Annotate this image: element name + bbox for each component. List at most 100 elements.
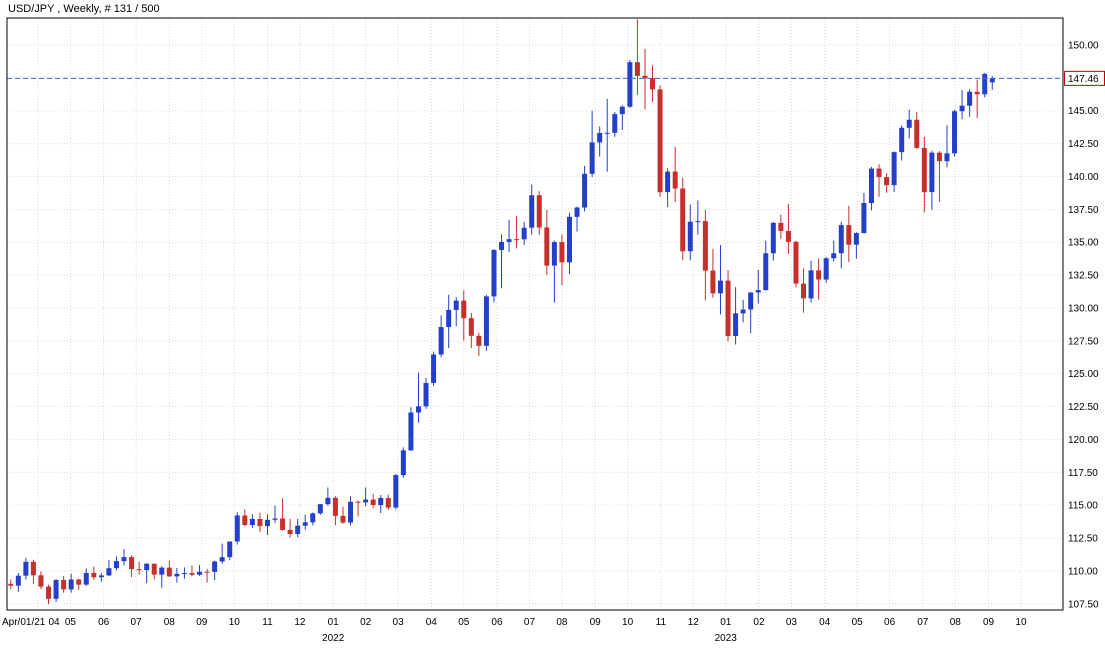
candle-body: [159, 567, 165, 575]
y-axis-label: 122.50: [1068, 402, 1099, 413]
candle-body: [15, 575, 21, 586]
x-axis-month-label: 04: [819, 617, 831, 628]
x-axis-month-label: 03: [393, 617, 405, 628]
candle-body: [514, 239, 520, 241]
candle-body: [755, 290, 761, 293]
x-axis-month-label: 09: [196, 617, 208, 628]
candle-body: [680, 188, 686, 252]
candle-body: [566, 216, 572, 263]
candle-body: [914, 119, 920, 148]
candle-body: [461, 300, 467, 319]
candle-body: [204, 571, 210, 573]
x-axis-month-label: 02: [360, 617, 372, 628]
candle-body: [778, 222, 784, 232]
candle-body: [476, 335, 482, 346]
candle-body: [952, 111, 958, 154]
x-axis-month-label: 04: [48, 617, 60, 628]
candle-body: [838, 225, 844, 254]
candle-body: [801, 283, 807, 299]
x-axis: Apr/01/21 04 05 06 07 08 09 10 11 12 01 02 03 04 05 06 0…: [2, 617, 1027, 644]
candle-body: [144, 563, 150, 571]
x-axis-month-label: 03: [786, 617, 798, 628]
x-axis-month-label: 05: [458, 617, 470, 628]
candle-body: [378, 497, 384, 506]
candle-body: [272, 518, 278, 520]
candle-body: [959, 105, 965, 112]
candle-body: [808, 270, 814, 299]
candle-body: [544, 227, 550, 266]
candle-body: [76, 579, 82, 585]
candle-body: [521, 227, 527, 240]
y-axis-label: 135.00: [1068, 238, 1099, 249]
candle-body: [582, 173, 588, 208]
x-axis-month-label: 02: [753, 617, 765, 628]
x-axis-month-label: 12: [294, 617, 306, 628]
candle-body: [30, 561, 36, 576]
candle-body: [989, 78, 995, 83]
candle-body: [899, 127, 905, 153]
x-axis-month-label: 01: [328, 617, 340, 628]
x-axis-month-label: 06: [98, 617, 110, 628]
candle-body: [627, 62, 633, 107]
candle-body: [257, 519, 263, 527]
y-axis-label: 112.50: [1068, 534, 1098, 545]
candle-body: [642, 75, 648, 79]
candle-body: [944, 153, 950, 162]
x-axis-month-label: 04: [426, 617, 438, 628]
x-axis-month-label: 06: [491, 617, 503, 628]
candle-body: [68, 579, 74, 590]
candle-body: [136, 569, 142, 571]
x-axis-year-label: 2022: [322, 633, 345, 644]
y-axis: 150.00147.50145.00142.50140.00137.50135.…: [1068, 40, 1099, 610]
candle-body: [748, 292, 754, 310]
grid: [7, 18, 1063, 610]
candle-body: [234, 515, 240, 542]
candle-body: [23, 561, 29, 576]
candle-body: [740, 309, 746, 314]
candle-body: [529, 195, 535, 228]
y-axis-label: 140.00: [1068, 172, 1099, 183]
candle-body: [929, 152, 935, 193]
x-axis-month-label: 09: [590, 617, 602, 628]
candle-body: [249, 519, 255, 526]
chart-border: [6, 17, 1064, 611]
candle-body: [181, 573, 187, 575]
y-axis-label: 150.00: [1068, 40, 1099, 51]
candle-body: [113, 561, 119, 569]
candle-body: [121, 557, 127, 562]
candle-body: [536, 195, 542, 228]
candle-body: [106, 568, 112, 576]
x-axis-month-label: 01: [720, 617, 732, 628]
candle-body: [921, 147, 927, 193]
candle-body: [468, 318, 474, 336]
candle-body: [770, 222, 776, 254]
current-price-tag-label: 147.46: [1068, 74, 1099, 85]
candle-body: [551, 242, 557, 266]
candle-body: [393, 475, 399, 508]
y-axis-label: 127.50: [1068, 336, 1099, 347]
candle-body: [604, 132, 610, 134]
candle-body: [408, 412, 414, 451]
x-axis-month-label: 07: [131, 617, 143, 628]
candle-body: [431, 354, 437, 383]
candle-body: [98, 575, 104, 578]
candle-body: [982, 73, 988, 95]
candle-body: [310, 513, 316, 523]
x-axis-month-label: 08: [556, 617, 568, 628]
candle-body: [348, 501, 354, 523]
candle-body: [853, 232, 859, 245]
x-axis-month-label: 08: [164, 617, 176, 628]
candle-body: [197, 571, 203, 575]
candle-body: [91, 572, 97, 578]
candle-body: [650, 78, 656, 90]
candle-body: [967, 91, 973, 106]
candle-body: [438, 327, 444, 355]
current-price-tag: 147.46: [1064, 70, 1105, 86]
y-axis-label: 120.00: [1068, 435, 1099, 446]
candle-body: [151, 563, 157, 575]
x-axis-start-label: Apr/01/21: [2, 617, 46, 628]
candle-body: [385, 497, 391, 508]
candle-body: [785, 231, 791, 242]
